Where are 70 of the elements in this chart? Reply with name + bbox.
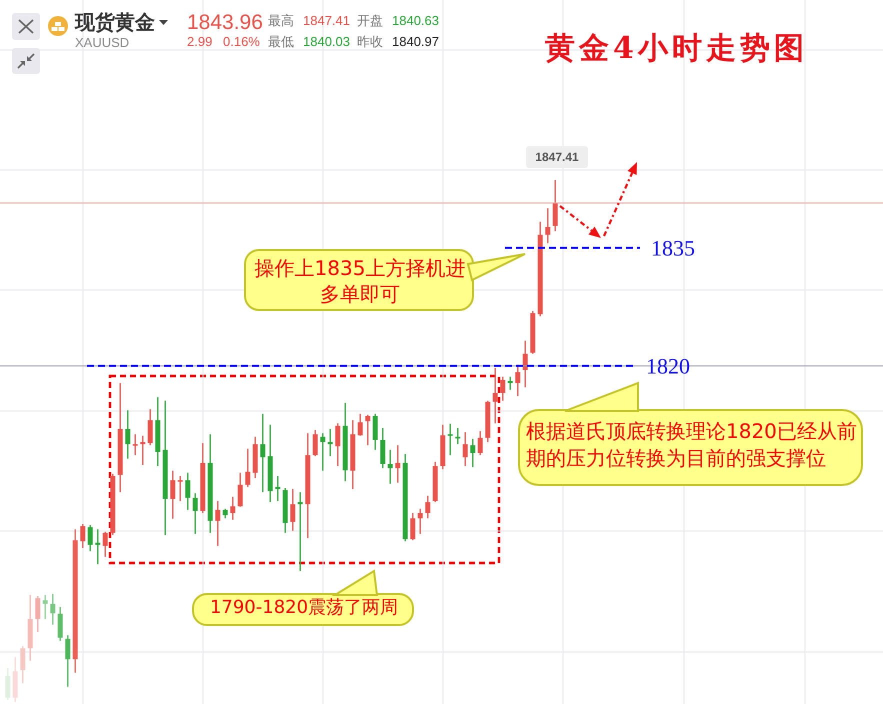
candlestick bbox=[230, 496, 236, 520]
candlestick bbox=[215, 500, 220, 547]
candlestick bbox=[35, 595, 40, 633]
candlestick bbox=[5, 667, 10, 701]
candlestick bbox=[410, 512, 416, 541]
annotation: 操作上1835上方择机进多单即可 bbox=[254, 255, 466, 307]
candlestick bbox=[358, 413, 363, 436]
text: 2.99 bbox=[187, 34, 212, 49]
candlestick bbox=[132, 434, 138, 456]
candlestick bbox=[238, 472, 243, 508]
candlestick bbox=[140, 435, 146, 466]
candlestick bbox=[88, 524, 93, 552]
candlestick bbox=[515, 364, 520, 397]
candlestick bbox=[448, 423, 453, 456]
text: 1840.63 bbox=[392, 13, 439, 28]
text: 最高 bbox=[268, 13, 294, 28]
text: 黄金4小时走势图 bbox=[545, 31, 808, 66]
candlestick bbox=[492, 367, 498, 424]
candlestick bbox=[20, 645, 26, 684]
candlestick bbox=[395, 444, 400, 484]
candlestick bbox=[275, 475, 280, 502]
candlestick bbox=[418, 508, 423, 535]
text: 最低 bbox=[268, 34, 294, 49]
candlestick bbox=[95, 528, 100, 565]
candlestick bbox=[185, 472, 190, 511]
candlestick bbox=[328, 428, 333, 457]
annotation: 1790-1820震荡了两周 bbox=[208, 597, 400, 619]
text: 昨收 bbox=[357, 34, 383, 49]
candlestick bbox=[500, 376, 506, 402]
candlestick bbox=[102, 531, 108, 558]
text: 1843.96 bbox=[187, 11, 263, 34]
candlestick bbox=[298, 492, 303, 572]
text: 1840.97 bbox=[392, 34, 439, 49]
candlestick bbox=[320, 432, 326, 472]
candlestick bbox=[222, 508, 228, 519]
candlestick bbox=[478, 430, 483, 456]
candlestick bbox=[388, 449, 393, 484]
candlestick bbox=[335, 422, 340, 467]
text: 1840.03 bbox=[303, 34, 350, 49]
annotation: 根据道氏顶底转换理论1820已经从前期的压力位转换为目前的强支撑位 bbox=[526, 418, 858, 472]
candlestick bbox=[312, 429, 318, 457]
text: 1835 bbox=[651, 235, 695, 260]
candlestick bbox=[192, 492, 198, 535]
candlestick bbox=[125, 410, 130, 460]
candlestick bbox=[462, 431, 468, 467]
candlestick bbox=[170, 470, 176, 520]
candlestick bbox=[522, 340, 528, 388]
candlestick bbox=[508, 376, 513, 390]
candlestick bbox=[425, 495, 430, 519]
candlestick bbox=[80, 523, 86, 549]
text: 1847.41 bbox=[303, 13, 350, 28]
text: 1820 bbox=[646, 353, 690, 378]
candlestick bbox=[148, 408, 153, 446]
candlestick bbox=[42, 594, 48, 620]
candlestick bbox=[50, 593, 56, 626]
candlestick bbox=[178, 475, 183, 502]
text: 现货黄金 bbox=[75, 12, 155, 34]
candlestick bbox=[365, 414, 370, 446]
annotation: 1847.41 bbox=[526, 146, 588, 168]
candlestick bbox=[545, 208, 550, 244]
candlestick bbox=[470, 438, 476, 468]
candlestick bbox=[455, 427, 460, 445]
candlestick bbox=[65, 634, 70, 688]
text: 开盘 bbox=[357, 13, 383, 28]
text: 0.16% bbox=[223, 34, 260, 49]
text: XAUUSD bbox=[75, 35, 130, 50]
candlestick bbox=[245, 448, 250, 488]
candlestick bbox=[552, 179, 558, 232]
candlestick bbox=[260, 413, 266, 493]
candlestick bbox=[290, 488, 296, 532]
